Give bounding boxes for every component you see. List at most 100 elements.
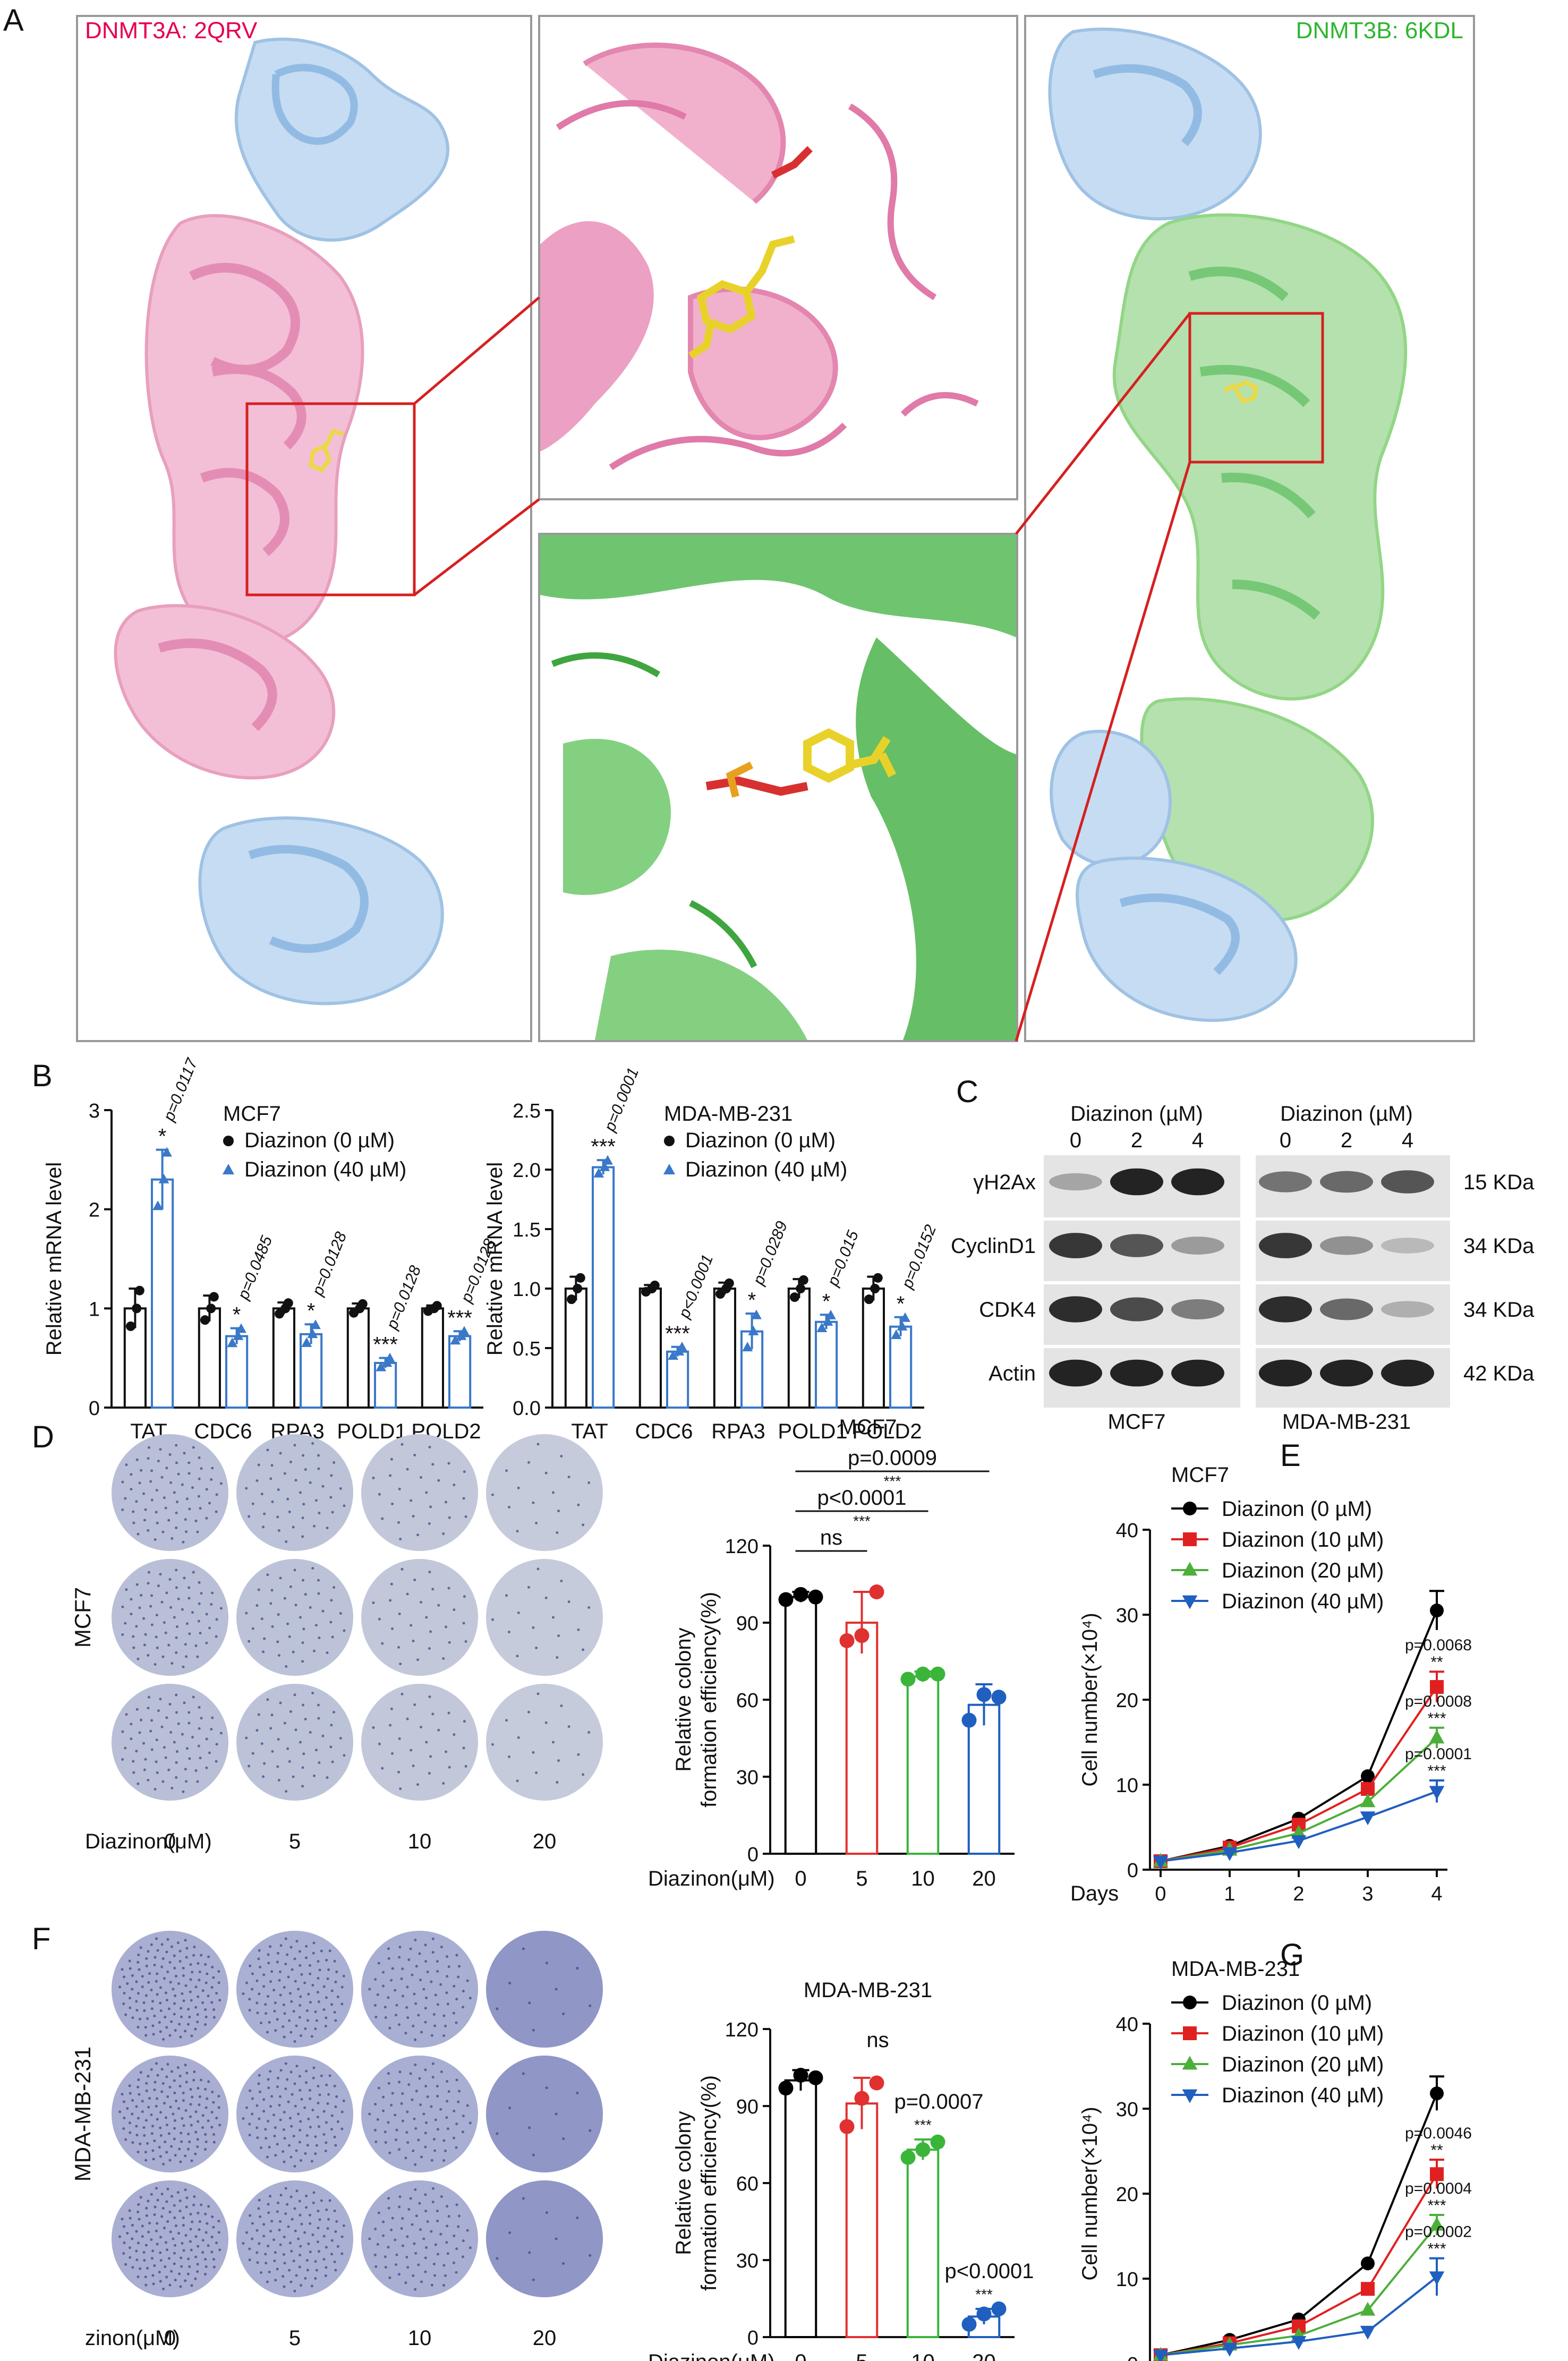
legend-label: Diazinon (40 µM)	[1222, 2084, 1384, 2107]
colony	[173, 1616, 176, 1619]
colony	[426, 1970, 429, 1973]
colony	[138, 1731, 141, 1734]
colony	[397, 2023, 400, 2026]
colony	[131, 2112, 134, 2116]
colony	[189, 2228, 192, 2231]
colony	[188, 1757, 191, 1760]
colony	[556, 1656, 559, 1659]
colony	[197, 1744, 200, 1748]
colony	[285, 1540, 288, 1543]
data-point	[310, 1319, 321, 1329]
colony	[468, 1997, 472, 2000]
colony	[132, 1771, 135, 1774]
colony	[251, 1972, 254, 1975]
colony	[138, 2218, 141, 2221]
colony	[527, 1461, 530, 1464]
colony	[391, 1627, 394, 1630]
colony	[424, 2085, 428, 2088]
y-axis-label: Relative mRNA level	[483, 1162, 507, 1356]
data-point	[575, 1273, 585, 1283]
colony	[205, 1766, 208, 1769]
colony	[146, 2266, 149, 2270]
colony	[154, 2205, 157, 2209]
colony	[266, 2031, 269, 2034]
annotation-stars: ***	[1427, 2197, 1446, 2214]
significance-stars: *	[748, 1289, 756, 1312]
colony	[178, 2023, 181, 2026]
colony	[251, 1752, 254, 1755]
colony	[149, 1605, 152, 1608]
colony	[268, 2270, 271, 2273]
colony	[125, 1713, 128, 1716]
data-point	[209, 1292, 219, 1302]
colony	[419, 2228, 422, 2231]
band	[1320, 1236, 1373, 1255]
x-tick-label: 20	[972, 1867, 996, 1890]
data-point	[808, 2070, 823, 2085]
colony	[200, 1467, 203, 1470]
data-point	[976, 1687, 992, 1702]
x-tick-label: 3	[1362, 1883, 1373, 1905]
colony	[442, 1657, 445, 1660]
colony	[389, 1474, 392, 1477]
colony	[422, 2112, 425, 2116]
colony	[189, 2103, 192, 2106]
colony	[190, 2124, 193, 2127]
x-tick-label: RPA3	[711, 1420, 765, 1443]
colony	[129, 2256, 132, 2259]
colony	[121, 1968, 124, 1971]
colony	[279, 1944, 283, 1947]
colony	[272, 2238, 276, 2241]
colony	[417, 2014, 420, 2017]
colony	[491, 1743, 494, 1746]
colony	[331, 1511, 334, 1514]
colony	[180, 2265, 183, 2268]
band	[1259, 1359, 1312, 1387]
colony	[292, 1525, 295, 1529]
mw-label: 15 KDa	[1463, 1171, 1535, 1194]
colony	[283, 2137, 286, 2140]
colony	[317, 1976, 320, 1980]
colony	[409, 2197, 412, 2200]
colony	[306, 2269, 309, 2272]
colony	[516, 1779, 519, 1783]
colony	[301, 1516, 304, 1520]
colony	[118, 2110, 122, 2113]
colony	[401, 2217, 404, 2220]
colony	[412, 1765, 415, 1768]
plate-dose: 0	[164, 1830, 176, 1853]
bracket-stars: ***	[853, 1513, 871, 1529]
colony	[431, 1588, 434, 1591]
legend-marker	[1183, 1532, 1197, 1546]
colony	[400, 1443, 404, 1446]
colony	[212, 2008, 216, 2011]
colony	[587, 1731, 591, 1734]
colony	[178, 2199, 182, 2202]
colony	[424, 2193, 427, 2196]
colony	[274, 2029, 277, 2032]
colony	[267, 2078, 270, 2081]
colony	[129, 1967, 132, 1970]
colony	[445, 1750, 448, 1753]
data-point	[930, 1666, 945, 1682]
colony	[405, 2256, 408, 2259]
colony	[184, 2109, 188, 2112]
colony	[128, 1959, 131, 1963]
data-point	[126, 1321, 135, 1331]
colony	[279, 2118, 282, 2121]
legend-label: Diazinon (10 µM)	[1222, 2022, 1384, 2045]
colony	[560, 1454, 563, 1457]
colony	[158, 2021, 161, 2024]
y-tick-label: 40	[1116, 1520, 1138, 1542]
colony	[188, 1461, 191, 1464]
colony	[160, 1725, 164, 1728]
colony	[151, 2249, 154, 2253]
colony	[153, 2014, 156, 2017]
data-point	[357, 1299, 368, 1309]
colony	[422, 2237, 425, 2240]
colony	[162, 2287, 165, 2290]
colony	[164, 2116, 167, 2119]
colony	[517, 1736, 520, 1739]
colony	[295, 2024, 298, 2027]
